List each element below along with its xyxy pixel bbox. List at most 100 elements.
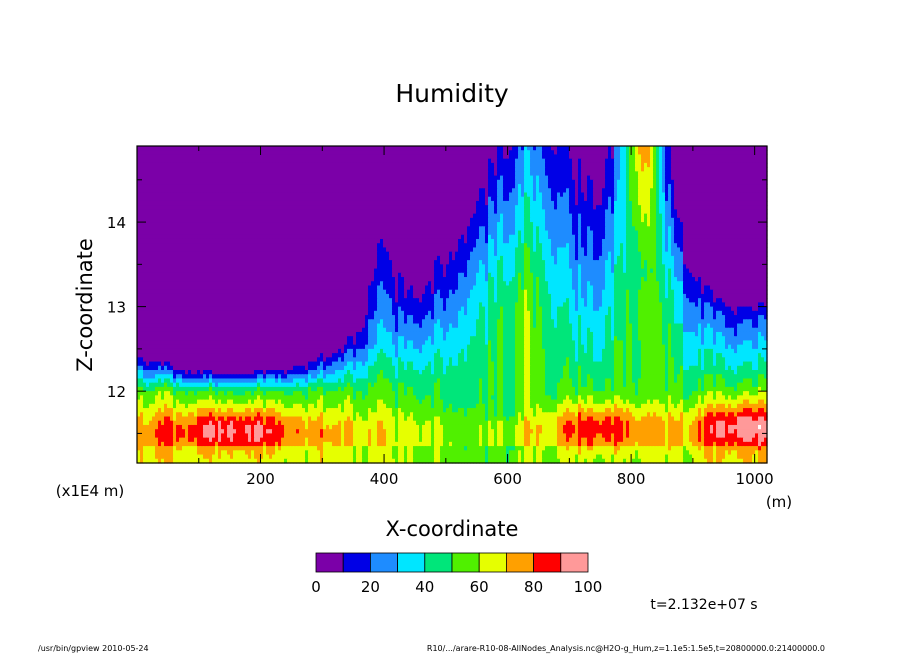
field-cell bbox=[476, 167, 480, 172]
field-cell bbox=[362, 175, 366, 181]
field-cell bbox=[299, 154, 303, 160]
field-cell bbox=[296, 171, 300, 177]
field-cell bbox=[737, 175, 741, 181]
field-cell bbox=[701, 158, 705, 164]
field-cell bbox=[527, 146, 531, 151]
field-cell bbox=[185, 146, 189, 151]
field-cell bbox=[419, 171, 423, 177]
field-cell bbox=[230, 179, 234, 185]
field-cell bbox=[722, 175, 726, 181]
field-cell bbox=[317, 146, 321, 151]
field-cell bbox=[347, 158, 351, 164]
field-cell bbox=[440, 158, 444, 164]
field-cell bbox=[404, 175, 408, 181]
field-cell bbox=[443, 154, 447, 160]
field-cell bbox=[440, 146, 444, 151]
field-cell bbox=[482, 150, 486, 156]
field-cell bbox=[182, 175, 186, 181]
field-cell bbox=[155, 175, 159, 181]
field-cell bbox=[548, 162, 552, 168]
field-cell bbox=[746, 150, 750, 156]
field-cell bbox=[332, 158, 336, 164]
field-cell bbox=[158, 154, 162, 160]
field-cell bbox=[599, 146, 603, 151]
field-cell bbox=[308, 146, 312, 151]
field-cell bbox=[413, 175, 417, 181]
field-cell bbox=[434, 162, 438, 168]
field-cell bbox=[698, 167, 702, 172]
field-cell bbox=[230, 154, 234, 160]
field-cell bbox=[518, 175, 522, 181]
field-cell bbox=[392, 171, 396, 177]
field-cell bbox=[536, 171, 540, 177]
field-cell bbox=[248, 146, 252, 151]
field-cell bbox=[605, 150, 609, 156]
field-cell bbox=[716, 167, 720, 172]
field-cell bbox=[443, 158, 447, 164]
field-cell bbox=[410, 154, 414, 160]
field-cell bbox=[683, 171, 687, 177]
field-cell bbox=[479, 146, 483, 151]
field-cell bbox=[176, 179, 180, 185]
field-cell bbox=[146, 179, 150, 185]
field-cell bbox=[296, 162, 300, 168]
field-cell bbox=[227, 154, 231, 160]
field-cell bbox=[398, 158, 402, 164]
field-cell bbox=[197, 150, 201, 156]
field-cell bbox=[710, 154, 714, 160]
field-cell bbox=[728, 158, 732, 164]
field-cell bbox=[635, 162, 639, 168]
field-cell bbox=[161, 171, 165, 177]
field-cell bbox=[548, 175, 552, 181]
field-cell bbox=[731, 150, 735, 156]
field-cell bbox=[449, 158, 453, 164]
field-cell bbox=[467, 175, 471, 181]
field-cell bbox=[641, 158, 645, 164]
field-cell bbox=[545, 167, 549, 172]
field-cell bbox=[311, 146, 315, 151]
field-cell bbox=[194, 167, 198, 172]
field-cell bbox=[542, 150, 546, 156]
field-cell bbox=[647, 171, 651, 177]
field-cell bbox=[626, 171, 630, 177]
field-cell bbox=[557, 162, 561, 168]
field-cell bbox=[149, 146, 153, 151]
field-cell bbox=[725, 167, 729, 172]
field-cell bbox=[182, 171, 186, 177]
field-cell bbox=[257, 171, 261, 177]
field-cell bbox=[386, 179, 390, 185]
field-cell bbox=[752, 171, 756, 177]
field-cell bbox=[581, 154, 585, 160]
field-cell bbox=[164, 146, 168, 151]
field-cell bbox=[617, 150, 621, 156]
field-cell bbox=[485, 150, 489, 156]
field-cell bbox=[464, 146, 468, 151]
field-cell bbox=[227, 162, 231, 168]
field-cell bbox=[299, 162, 303, 168]
field-cell bbox=[458, 162, 462, 168]
field-cell bbox=[383, 150, 387, 156]
field-cell bbox=[764, 150, 768, 156]
field-cell bbox=[314, 162, 318, 168]
field-cell bbox=[398, 150, 402, 156]
field-cell bbox=[317, 154, 321, 160]
field-cell bbox=[653, 154, 657, 160]
field-cell bbox=[707, 158, 711, 164]
field-cell bbox=[371, 179, 375, 185]
field-cell bbox=[518, 162, 522, 168]
field-cell bbox=[266, 158, 270, 164]
field-cell bbox=[386, 154, 390, 160]
field-cell bbox=[326, 179, 330, 185]
field-cell bbox=[155, 162, 159, 168]
field-cell bbox=[578, 150, 582, 156]
field-cell bbox=[350, 179, 354, 185]
field-cell bbox=[434, 158, 438, 164]
field-cell bbox=[260, 162, 264, 168]
field-cell bbox=[158, 171, 162, 177]
field-cell bbox=[614, 154, 618, 160]
field-cell bbox=[590, 171, 594, 177]
field-cell bbox=[212, 154, 216, 160]
field-cell bbox=[407, 179, 411, 185]
field-cell bbox=[410, 146, 414, 151]
field-cell bbox=[290, 162, 294, 168]
